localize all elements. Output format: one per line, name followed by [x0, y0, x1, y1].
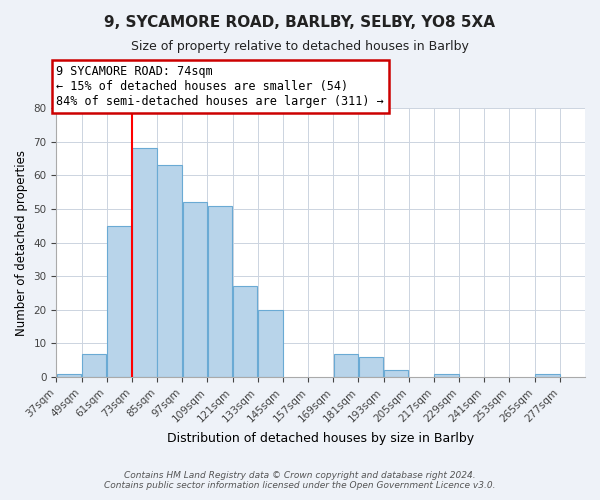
Bar — [132, 148, 157, 377]
Bar — [258, 310, 283, 377]
Bar — [233, 286, 257, 377]
Bar — [434, 374, 459, 377]
Y-axis label: Number of detached properties: Number of detached properties — [15, 150, 28, 336]
Bar — [157, 165, 182, 377]
Bar — [208, 206, 232, 377]
Bar — [334, 354, 358, 377]
X-axis label: Distribution of detached houses by size in Barlby: Distribution of detached houses by size … — [167, 432, 474, 445]
Bar — [359, 357, 383, 377]
Bar — [384, 370, 409, 377]
Bar — [535, 374, 560, 377]
Text: Contains HM Land Registry data © Crown copyright and database right 2024.
Contai: Contains HM Land Registry data © Crown c… — [104, 470, 496, 490]
Text: Size of property relative to detached houses in Barlby: Size of property relative to detached ho… — [131, 40, 469, 53]
Bar — [107, 226, 131, 377]
Bar — [182, 202, 207, 377]
Text: 9 SYCAMORE ROAD: 74sqm
← 15% of detached houses are smaller (54)
84% of semi-det: 9 SYCAMORE ROAD: 74sqm ← 15% of detached… — [56, 65, 384, 108]
Bar — [82, 354, 106, 377]
Bar — [57, 374, 81, 377]
Text: 9, SYCAMORE ROAD, BARLBY, SELBY, YO8 5XA: 9, SYCAMORE ROAD, BARLBY, SELBY, YO8 5XA — [104, 15, 496, 30]
